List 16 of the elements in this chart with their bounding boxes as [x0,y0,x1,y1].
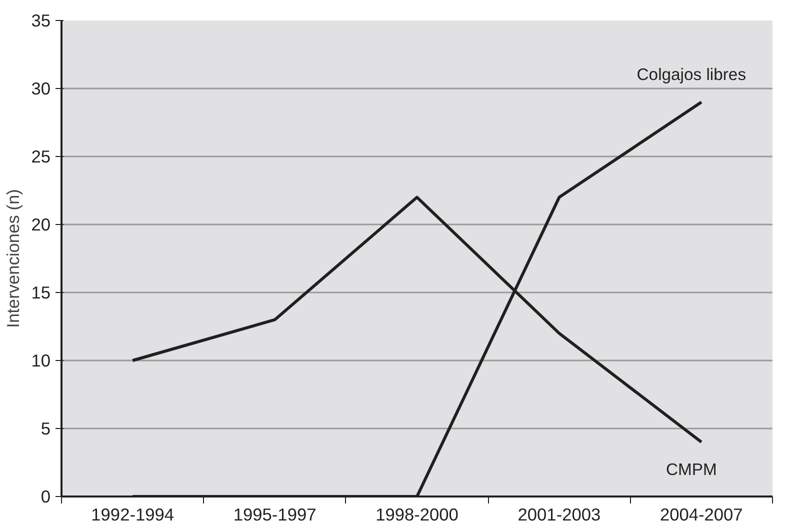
x-tick-label: 1992-1994 [91,504,174,523]
y-tick-label: 25 [31,146,51,166]
y-tick-label: 5 [40,418,51,438]
x-tick-label: 1998-2000 [376,504,458,523]
y-tick-label: 15 [31,282,51,302]
x-tick-label: 2004-2007 [660,504,743,523]
y-tick-label: 35 [31,10,51,30]
series-label: CMPM [666,460,717,480]
y-tick-label: 30 [31,78,51,98]
y-tick-label: 10 [31,350,51,370]
y-axis-title: Intervenciones (n) [3,189,24,328]
x-tick-label: 1995-1997 [233,504,316,523]
series-label: Colgajos libres [636,65,746,84]
y-tick-label: 0 [40,486,51,506]
x-tick-label: 2001-2003 [518,504,601,523]
y-tick-label: 20 [31,214,51,234]
